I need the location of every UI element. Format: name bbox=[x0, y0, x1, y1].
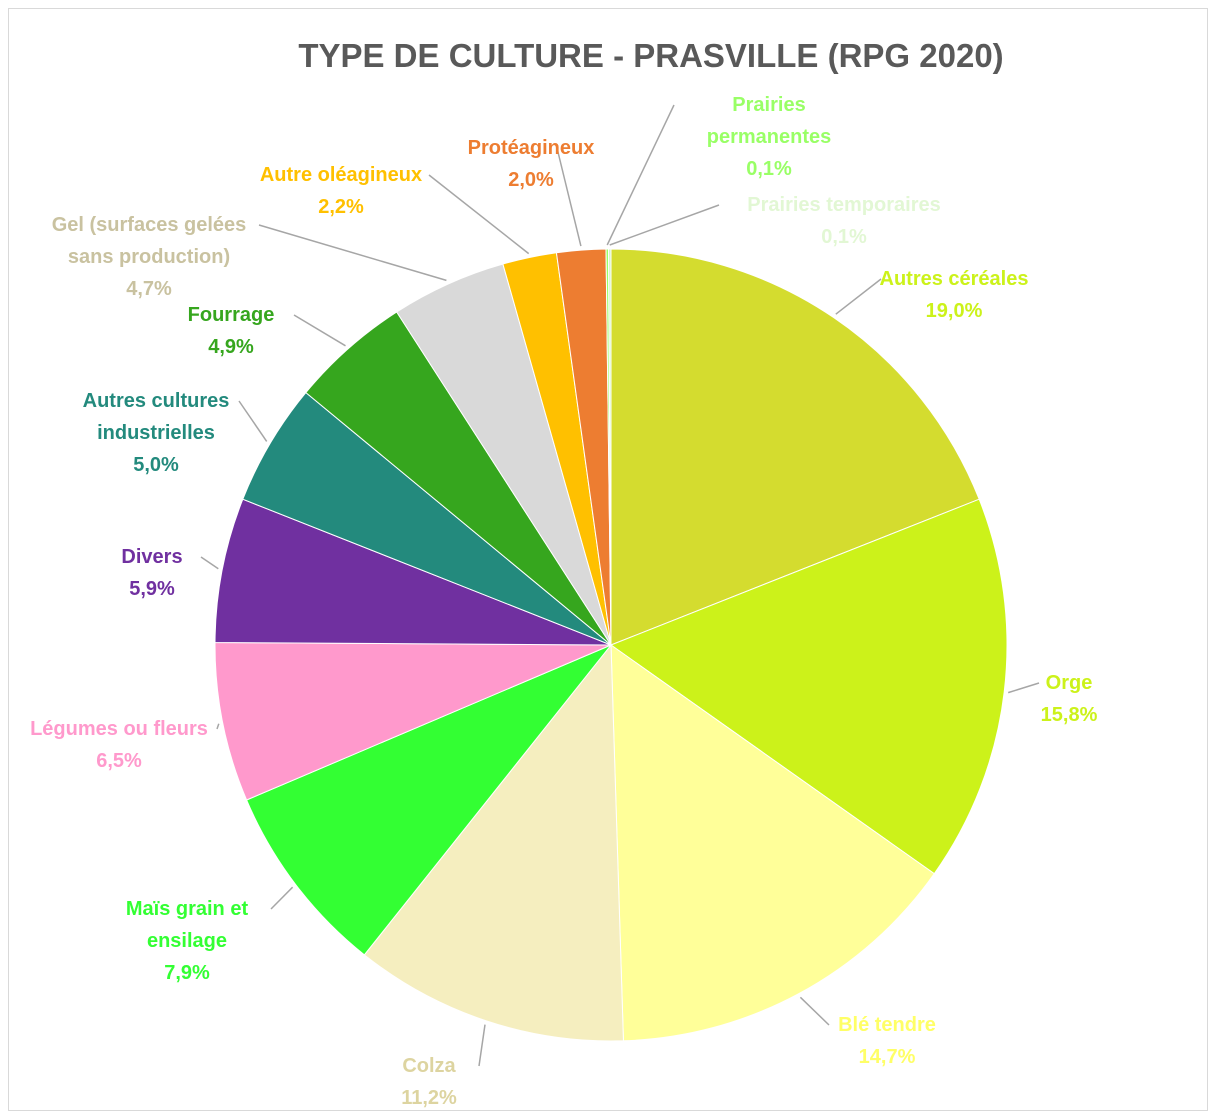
slice-category-text: Fourrage bbox=[188, 304, 275, 326]
pie-slice-mais-grain-et-ensilage bbox=[245, 644, 612, 956]
slice-category-text: Autres cultures bbox=[83, 390, 230, 412]
slice-label-autre-oleagineux: Autre oléagineux 2,2% bbox=[260, 164, 422, 218]
slice-value-text: 2,0% bbox=[508, 169, 554, 191]
pie-slice-ble-tendre bbox=[610, 644, 935, 1042]
slice-value-text: 0,1% bbox=[821, 226, 867, 248]
slice-value-text: 4,9% bbox=[208, 336, 254, 358]
leader-line-gel-surfaces-gelees-sans-production bbox=[258, 224, 447, 282]
slice-label-legumes-ou-fleurs: Légumes ou fleurs 6,5% bbox=[30, 718, 208, 772]
leader-line-legumes-ou-fleurs bbox=[216, 723, 220, 730]
slice-value-text: 11,2% bbox=[401, 1087, 457, 1109]
pie-slice-divers bbox=[214, 498, 612, 646]
slice-category-text: Autres céréales bbox=[880, 268, 1029, 290]
slice-value-text: 4,7% bbox=[126, 278, 172, 300]
slice-category-text: Blé tendre bbox=[838, 1014, 936, 1036]
pie-slice-autres-cereales bbox=[610, 248, 980, 646]
slice-value-text: 5,0% bbox=[133, 454, 179, 476]
slice-label-gel-surfaces-gelees-sans-production: Gel (surfaces gelées sans production) 4,7% bbox=[52, 214, 247, 300]
slice-category-text: sans production) bbox=[68, 246, 230, 268]
slice-value-text: 0,1% bbox=[746, 158, 792, 180]
leader-line-divers bbox=[200, 556, 219, 570]
slice-value-text: 15,8% bbox=[1041, 704, 1098, 726]
slice-category-text: ensilage bbox=[147, 930, 227, 952]
slice-label-proteagineux: Protéagineux 2,0% bbox=[468, 137, 595, 191]
slice-value-text: 7,9% bbox=[164, 962, 210, 984]
slice-category-text: Prairies temporaires bbox=[747, 194, 940, 216]
slice-category-text: permanentes bbox=[707, 126, 832, 148]
chart-title: TYPE DE CULTURE - PRASVILLE (RPG 2020) bbox=[298, 37, 1003, 74]
slice-value-text: 14,7% bbox=[859, 1046, 916, 1068]
slice-category-text: Maïs grain et bbox=[126, 898, 249, 920]
pie-slice-prairies-temporaires bbox=[608, 248, 612, 646]
slice-label-colza: Colza 11,2% bbox=[401, 1055, 457, 1109]
pie-slice-colza bbox=[363, 643, 624, 1042]
leader-line-prairies-temporaires bbox=[609, 204, 720, 246]
slice-category-text: Légumes ou fleurs bbox=[30, 718, 208, 740]
leader-line-autres-cereales bbox=[835, 278, 882, 315]
leader-line-autres-cultures-industrielles bbox=[238, 400, 268, 442]
slice-category-text: Prairies bbox=[732, 94, 805, 116]
slice-value-text: 19,0% bbox=[926, 300, 983, 322]
pie-slice-legumes-ou-fleurs bbox=[214, 642, 612, 801]
slice-category-text: Colza bbox=[402, 1055, 456, 1077]
slice-label-autres-cultures-industrielles: Autres cultures industrielles 5,0% bbox=[83, 390, 230, 476]
leader-line-fourrage bbox=[293, 314, 346, 347]
leader-line-prairies-permanentes bbox=[606, 104, 675, 246]
slice-label-prairies-temporaires: Prairies temporaires 0,1% bbox=[747, 194, 940, 248]
slice-value-text: 2,2% bbox=[318, 196, 364, 218]
slice-category-text: Protéagineux bbox=[468, 137, 595, 159]
leader-line-ble-tendre bbox=[799, 996, 830, 1026]
slice-label-orge: Orge 15,8% bbox=[1041, 672, 1098, 726]
pie-chart: TYPE DE CULTURE - PRASVILLE (RPG 2020) A… bbox=[30, 37, 1098, 1109]
slice-category-text: industrielles bbox=[97, 422, 215, 444]
leader-line-mais-grain-et-ensilage bbox=[270, 886, 294, 910]
leader-line-orge bbox=[1007, 682, 1040, 694]
leader-line-colza bbox=[478, 1024, 486, 1067]
slice-category-text: Autre oléagineux bbox=[260, 164, 422, 186]
leader-line-proteagineux bbox=[556, 147, 582, 247]
slice-label-autres-cereales: Autres céréales 19,0% bbox=[880, 268, 1029, 322]
chart-area: TYPE DE CULTURE - PRASVILLE (RPG 2020) A… bbox=[8, 8, 1208, 1111]
slice-category-text: Orge bbox=[1046, 672, 1093, 694]
slice-category-text: Divers bbox=[121, 546, 182, 568]
slice-label-ble-tendre: Blé tendre 14,7% bbox=[838, 1014, 936, 1068]
slice-value-text: 6,5% bbox=[96, 750, 142, 772]
slice-label-mais-grain-et-ensilage: Maïs grain et ensilage 7,9% bbox=[126, 898, 249, 984]
slice-label-fourrage: Fourrage 4,9% bbox=[188, 304, 275, 358]
leader-line-autre-oleagineux bbox=[428, 174, 530, 255]
slice-label-prairies-permanentes: Prairies permanentes 0,1% bbox=[707, 94, 832, 180]
pie-slice-orge bbox=[609, 498, 1008, 875]
slice-value-text: 5,9% bbox=[129, 578, 175, 600]
slice-category-text: Gel (surfaces gelées bbox=[52, 214, 247, 236]
slice-label-divers: Divers 5,9% bbox=[121, 546, 182, 600]
